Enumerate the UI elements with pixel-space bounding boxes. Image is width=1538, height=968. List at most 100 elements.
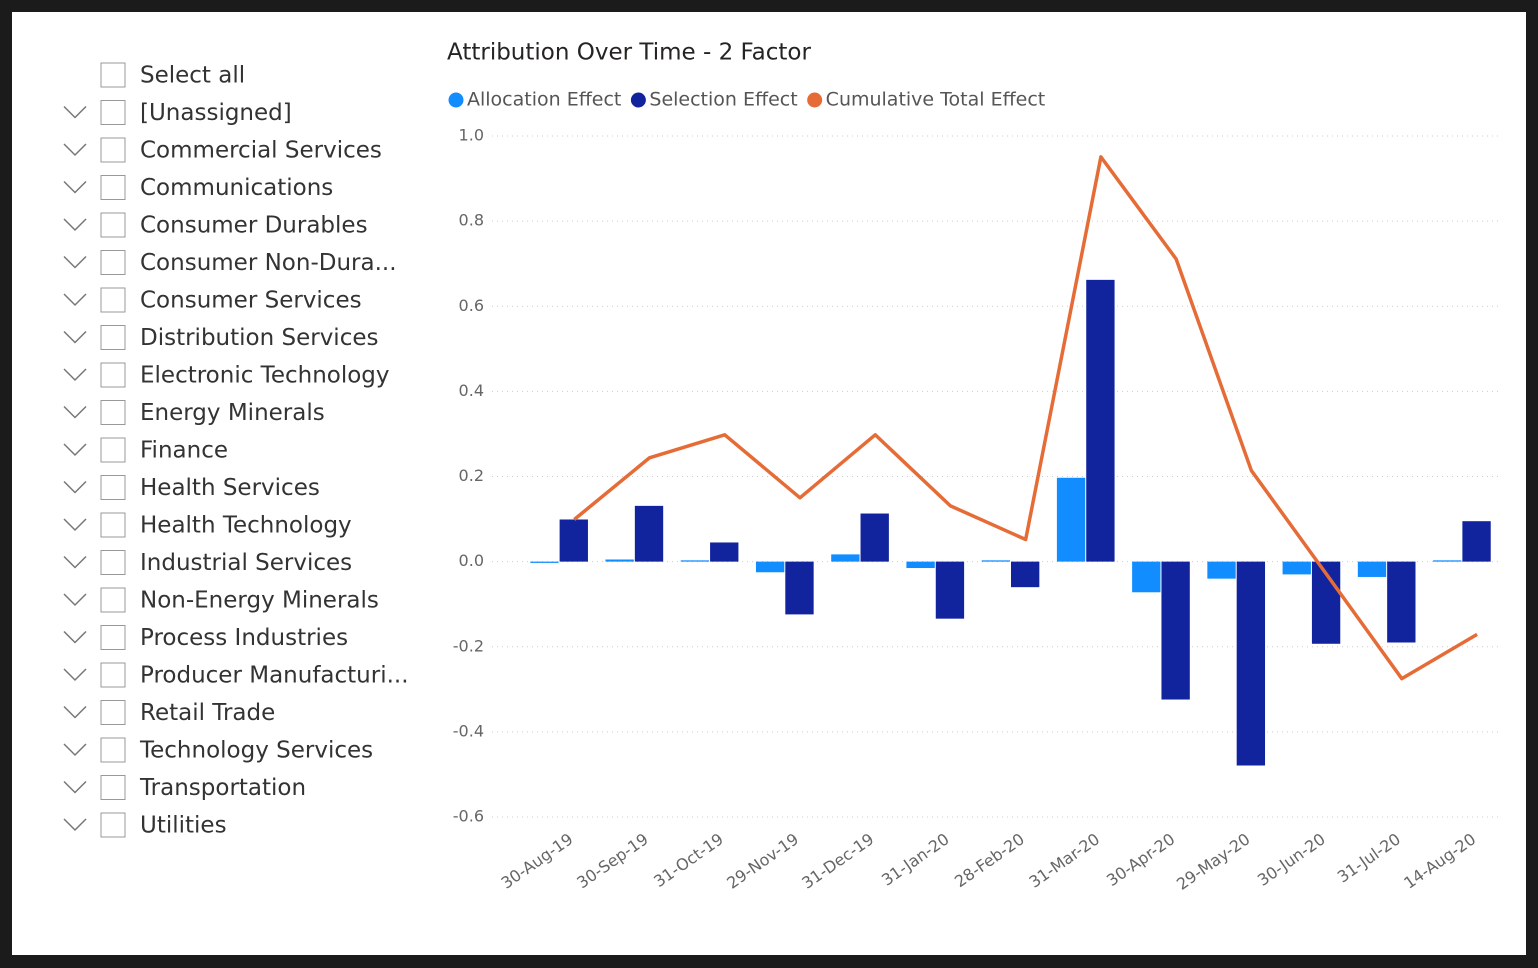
checkbox[interactable] [100, 100, 126, 125]
slicer-item[interactable]: Distribution Services [140, 325, 378, 351]
expand-chevron[interactable] [63, 518, 87, 532]
checkbox[interactable] [100, 737, 126, 763]
bar [530, 561, 559, 563]
expand-chevron[interactable] [63, 743, 87, 757]
expand-chevron[interactable] [63, 255, 87, 269]
bar [710, 542, 739, 562]
checkbox[interactable] [100, 362, 126, 388]
bar [1462, 521, 1491, 562]
bar [1282, 561, 1311, 575]
checkbox[interactable] [100, 137, 126, 163]
bar [1387, 561, 1416, 643]
expand-chevron[interactable] [63, 480, 87, 494]
slicer-item[interactable]: Commercial Services [140, 138, 382, 164]
checkbox[interactable] [100, 287, 126, 313]
slicer-item[interactable]: Energy Minerals [140, 400, 325, 426]
line [573, 155, 1478, 681]
canvas [12, 12, 1526, 955]
bar [906, 561, 935, 569]
checkbox[interactable] [100, 400, 126, 425]
expand-chevron[interactable] [63, 818, 87, 832]
checkbox[interactable] [100, 625, 126, 650]
slicer-item[interactable]: Consumer Non-Dura... [140, 250, 397, 276]
expand-chevron[interactable] [63, 630, 87, 644]
bar [1357, 561, 1387, 577]
checkbox[interactable] [100, 437, 126, 463]
expand-chevron[interactable] [63, 443, 87, 457]
legend-label[interactable]: Allocation Effect [467, 89, 621, 111]
checkbox[interactable] [100, 587, 126, 613]
y-tick-label: 0.8 [459, 211, 484, 230]
checkbox[interactable] [100, 175, 126, 200]
bar [935, 561, 965, 619]
checkbox[interactable] [100, 812, 126, 838]
legend-label[interactable]: Selection Effect [649, 89, 797, 111]
slicer-item[interactable]: Consumer Services [140, 288, 362, 314]
slicer-item[interactable]: Non-Energy Minerals [140, 588, 379, 614]
bar [559, 519, 588, 562]
bar [981, 560, 1010, 562]
legend-label[interactable]: Cumulative Total Effect [826, 89, 1046, 111]
y-tick-label: 1.0 [459, 126, 484, 145]
bar [1433, 560, 1462, 562]
expand-chevron[interactable] [63, 293, 87, 307]
slicer-item[interactable]: Producer Manufacturi... [140, 663, 409, 689]
bar [1132, 561, 1161, 593]
checkbox[interactable] [100, 700, 126, 725]
bar [755, 561, 785, 573]
bar [1161, 561, 1190, 700]
chart-title: Attribution Over Time - 2 Factor [447, 40, 811, 66]
expand-chevron[interactable] [63, 218, 87, 232]
slicer-item[interactable]: Industrial Services [140, 550, 352, 576]
expand-chevron[interactable] [63, 593, 87, 607]
bar [1207, 561, 1236, 579]
y-tick-label: 0.4 [459, 381, 484, 400]
legend-marker [807, 92, 823, 108]
checkbox[interactable] [100, 475, 126, 500]
slicer-item[interactable]: Select all [140, 63, 245, 89]
checkbox[interactable] [100, 550, 126, 575]
bar [634, 505, 664, 562]
expand-chevron[interactable] [63, 405, 87, 419]
slicer-item[interactable]: Process Industries [140, 625, 348, 651]
slicer-item[interactable]: Electronic Technology [140, 363, 390, 389]
slicer-item[interactable]: Consumer Durables [140, 213, 368, 239]
expand-chevron[interactable] [63, 180, 87, 194]
y-tick-label: -0.4 [453, 721, 484, 740]
y-tick-label: 0.2 [459, 466, 484, 485]
legend-marker [448, 92, 464, 108]
y-tick-label: 0.0 [459, 551, 484, 570]
slicer-item[interactable]: Health Technology [140, 513, 352, 539]
checkbox[interactable] [100, 62, 126, 88]
y-tick-label: 0.6 [459, 296, 484, 315]
expand-chevron[interactable] [63, 105, 87, 119]
expand-chevron[interactable] [63, 143, 87, 157]
expand-chevron[interactable] [63, 705, 87, 719]
checkbox[interactable] [100, 250, 126, 275]
checkbox[interactable] [100, 212, 126, 238]
bar [1236, 561, 1266, 766]
checkbox[interactable] [100, 512, 126, 538]
slicer-item[interactable]: [Unassigned] [140, 100, 292, 126]
legend-marker [630, 92, 646, 108]
expand-chevron[interactable] [63, 780, 87, 794]
slicer-item[interactable]: Utilities [140, 813, 227, 839]
bar [831, 554, 860, 562]
slicer-item[interactable]: Finance [140, 438, 228, 464]
slicer-item[interactable]: Health Services [140, 475, 320, 501]
slicer-item[interactable]: Transportation [139, 775, 306, 801]
slicer-item[interactable]: Retail Trade [140, 700, 275, 726]
expand-chevron[interactable] [63, 330, 87, 344]
bar [1011, 561, 1040, 588]
slicer-item[interactable]: Technology Services [139, 738, 373, 764]
slicer-item[interactable]: Communications [140, 175, 333, 201]
checkbox[interactable] [100, 662, 126, 688]
checkbox[interactable] [100, 775, 126, 800]
checkbox[interactable] [100, 325, 126, 350]
bar [680, 560, 710, 562]
expand-chevron[interactable] [63, 668, 87, 682]
bar [1056, 477, 1086, 562]
expand-chevron[interactable] [63, 368, 87, 382]
expand-chevron[interactable] [63, 555, 87, 569]
